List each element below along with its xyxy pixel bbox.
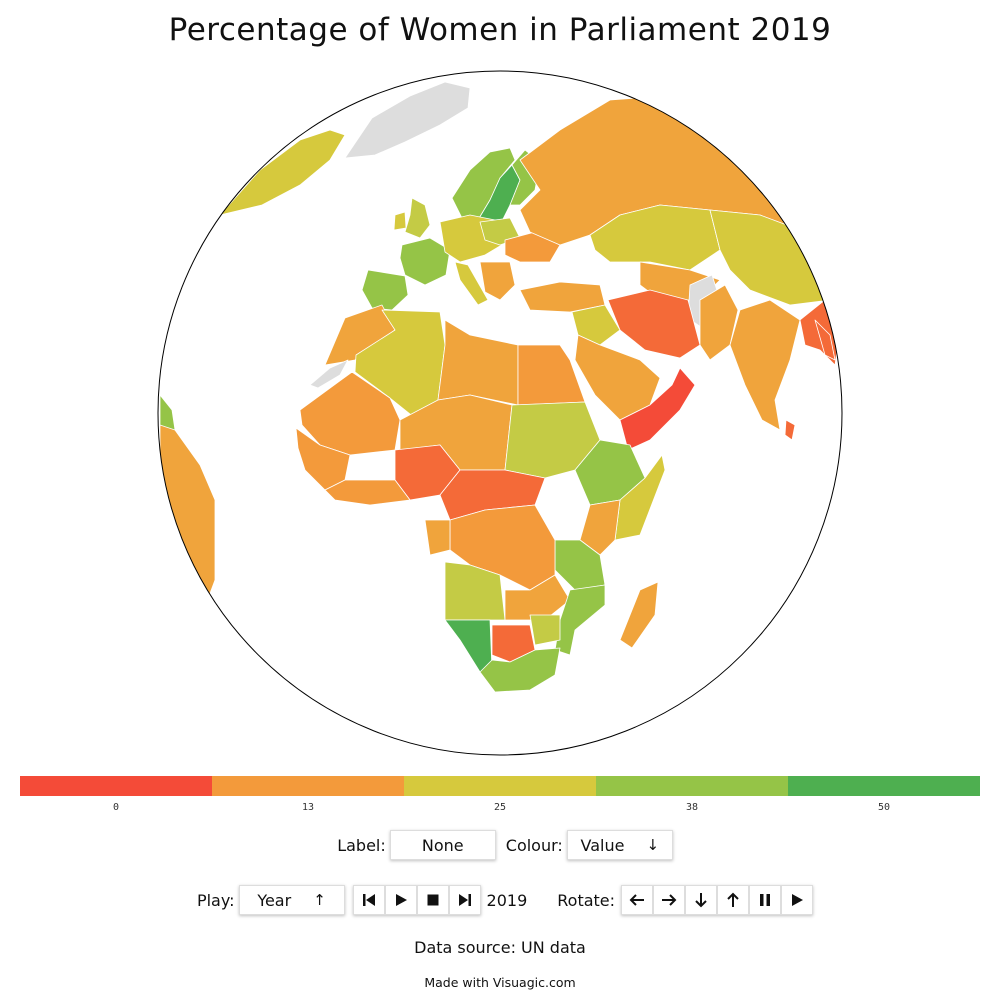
- country-zimbabwe[interactable]: [529, 614, 561, 646]
- rotate-text: Rotate:: [557, 890, 616, 910]
- play-rotate-controls: Play: Year ↑ 2019 Rotate:: [0, 885, 1000, 915]
- rotate-buttons: [621, 885, 814, 915]
- country-iraq-syria[interactable]: [571, 304, 621, 346]
- arrow-left-icon: [629, 894, 645, 906]
- country-japan-edge[interactable]: [814, 319, 836, 361]
- colour-select-value: Value: [580, 835, 625, 855]
- arrow-down-icon: [695, 893, 707, 908]
- label-select-value: None: [421, 835, 464, 855]
- country-ivory-ghana[interactable]: [324, 479, 411, 506]
- country-kazakhstan[interactable]: [589, 204, 721, 271]
- play-text: Play:: [196, 890, 235, 910]
- last-button[interactable]: [448, 885, 481, 915]
- country-south-africa[interactable]: [479, 647, 561, 693]
- stop-button[interactable]: [416, 885, 449, 915]
- play-select[interactable]: Year ↑: [238, 885, 345, 915]
- country-kenya[interactable]: [579, 499, 621, 556]
- country-oman-yemen[interactable]: [619, 367, 696, 451]
- legend-swatch-2: [404, 776, 596, 796]
- country-algeria[interactable]: [354, 309, 446, 419]
- region-iceland-north[interactable]: [219, 129, 346, 216]
- country-gabon-congo[interactable]: [424, 519, 451, 556]
- label-text: Label:: [337, 835, 386, 855]
- play-icon: [792, 894, 804, 906]
- rotate-pause-button[interactable]: [749, 885, 782, 915]
- play-button[interactable]: [384, 885, 417, 915]
- globe-map[interactable]: [0, 0, 1000, 770]
- first-button[interactable]: [352, 885, 385, 915]
- rotate-down-button[interactable]: [685, 885, 718, 915]
- color-legend: 0 13 25 38 50: [20, 776, 980, 816]
- legend-tick-3: 38: [685, 802, 699, 813]
- country-uk[interactable]: [404, 197, 431, 239]
- country-libya[interactable]: [437, 319, 519, 406]
- legend-bar: [20, 776, 980, 796]
- label-colour-controls: Label: None Colour: Value ↓: [0, 830, 1000, 860]
- last-icon: [458, 894, 471, 906]
- rotate-left-button[interactable]: [621, 885, 654, 915]
- current-year: 2019: [486, 890, 528, 910]
- playback-buttons: [352, 885, 481, 915]
- country-italy[interactable]: [454, 261, 489, 306]
- first-icon: [362, 894, 375, 906]
- page-title: Percentage of Women in Parliament 2019: [168, 12, 832, 48]
- made-with-link[interactable]: Made with Visuagic.com: [424, 975, 576, 990]
- country-balkans[interactable]: [479, 261, 516, 301]
- legend-swatch-0: [20, 776, 212, 796]
- play-select-value: Year: [257, 890, 292, 910]
- pause-icon: [760, 894, 771, 906]
- country-france[interactable]: [399, 237, 451, 286]
- country-iran[interactable]: [607, 289, 701, 359]
- arrow-up-icon: [727, 892, 739, 907]
- country-guiana-edge[interactable]: [159, 394, 176, 431]
- stop-icon: [427, 894, 439, 906]
- play-icon: [395, 894, 407, 906]
- legend-tick-4: 50: [877, 802, 891, 813]
- legend-swatch-3: [596, 776, 788, 796]
- legend-swatch-1: [212, 776, 404, 796]
- rotate-play-button[interactable]: [781, 885, 814, 915]
- country-ireland[interactable]: [393, 211, 407, 231]
- legend-tick-1: 13: [301, 802, 315, 813]
- rotate-up-button[interactable]: [717, 885, 750, 915]
- colour-text: Colour:: [505, 835, 563, 855]
- country-angola[interactable]: [444, 561, 506, 621]
- region-svalbard[interactable]: [344, 81, 471, 159]
- colour-select[interactable]: Value ↓: [566, 830, 673, 860]
- country-sri-lanka[interactable]: [784, 419, 796, 441]
- legend-swatch-4: [788, 776, 980, 796]
- arrow-down-icon: ↓: [646, 836, 660, 854]
- country-india[interactable]: [729, 299, 801, 431]
- rotate-right-button[interactable]: [653, 885, 686, 915]
- legend-tick-2: 25: [493, 802, 507, 813]
- country-egypt[interactable]: [517, 344, 586, 406]
- legend-ticks: 0 13 25 38 50: [20, 802, 980, 818]
- country-western-sahara[interactable]: [309, 359, 349, 389]
- country-madagascar[interactable]: [619, 581, 659, 649]
- globe-outline: [157, 70, 843, 756]
- legend-tick-0: 0: [112, 802, 120, 813]
- arrow-right-icon: [662, 894, 677, 906]
- data-source: Data source: UN data: [414, 938, 586, 957]
- arrow-up-icon: ↑: [313, 891, 326, 909]
- label-select[interactable]: None: [389, 830, 496, 860]
